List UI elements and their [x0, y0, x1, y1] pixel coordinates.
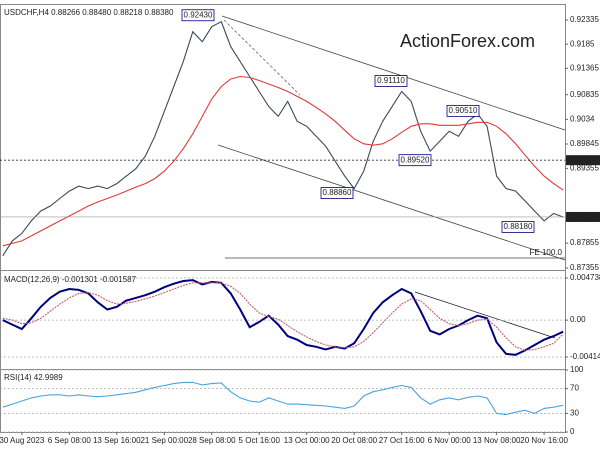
- y-tick-label: 0.004738: [570, 273, 600, 282]
- price-label-box: [320, 187, 354, 199]
- last-price-label: 0.88380: [568, 212, 597, 221]
- y-tick-label: 0.90835: [570, 90, 599, 99]
- series-line: [2, 75, 564, 247]
- fe-label: FE 100.0: [530, 248, 563, 257]
- price-label-box: [181, 9, 215, 22]
- level-box: [566, 155, 600, 166]
- series-line: [2, 282, 564, 351]
- x-tick-label: 5 Oct 16:00: [239, 436, 281, 445]
- price-label: 0.88860: [323, 188, 352, 197]
- y-tick-label: 100: [570, 365, 584, 374]
- x-tick-label: 20 Oct 08:00: [331, 436, 377, 445]
- series-line: [2, 279, 564, 356]
- y-tick-label: 70: [570, 384, 579, 393]
- x-tick-label: 13 Oct 00:00: [284, 436, 330, 445]
- price-label: 0.90510: [449, 106, 478, 115]
- y-tick-label: 0.87855: [570, 238, 599, 247]
- x-tick-label: 27 Oct 16:00: [379, 436, 425, 445]
- channel-upper: [221, 15, 566, 131]
- price-label-box: [374, 75, 408, 87]
- series-line: [2, 20, 564, 257]
- y-tick-label: 0.9185: [570, 39, 595, 48]
- y-tick-label: 0.92335: [570, 15, 599, 24]
- y-tick-label: 0.00: [570, 315, 586, 324]
- price-label: 0.89520: [401, 155, 430, 164]
- y-tick-label: 0: [570, 427, 575, 436]
- plot-frame: [0, 4, 566, 433]
- series-line: [2, 381, 564, 416]
- level-label: 0.89520: [568, 155, 597, 164]
- y-tick-label: 30: [570, 409, 579, 418]
- x-tick-label: 30 Aug 2023: [0, 436, 45, 445]
- macd-trendline: [414, 291, 556, 339]
- x-tick-label: 13 Sep 16:00: [93, 436, 141, 445]
- x-tick-label: 6 Nov 00:00: [428, 436, 472, 445]
- watermark: ActionForex.com: [400, 31, 535, 51]
- channel-lower: [217, 144, 566, 261]
- y-tick-label: 0.89355: [570, 164, 599, 173]
- projection-line: [223, 19, 301, 96]
- price-label: 0.91110: [377, 76, 405, 85]
- price-label-box: [446, 104, 480, 117]
- panel-title: RSI(14) 42.9989: [4, 373, 63, 382]
- price-label-box: [398, 154, 432, 167]
- last-price-box: [566, 211, 600, 222]
- y-tick-label: 0.87355: [570, 263, 599, 272]
- x-tick-label: 28 Sep 08:00: [188, 436, 236, 445]
- x-tick-label: 20 Nov 16:00: [520, 436, 568, 445]
- panel-title: USDCHF,H4 0.88266 0.88480 0.88218 0.8838…: [4, 8, 174, 17]
- x-tick-label: 13 Nov 08:00: [473, 436, 521, 445]
- price-label-box: [501, 221, 535, 233]
- price-label: 0.92430: [184, 10, 213, 19]
- panel-title: MACD(12,26,9) -0.001301 -0.001587: [4, 275, 137, 284]
- price-label: 0.88180: [504, 222, 533, 231]
- y-tick-label: 0.91365: [570, 63, 599, 72]
- y-tick-label: -0.004144: [570, 352, 600, 361]
- x-tick-label: 21 Sep 00:00: [140, 436, 188, 445]
- x-tick-label: 6 Sep 08:00: [48, 436, 92, 445]
- y-tick-label: 0.9034: [570, 114, 595, 123]
- y-tick-label: 0.89845: [570, 139, 599, 148]
